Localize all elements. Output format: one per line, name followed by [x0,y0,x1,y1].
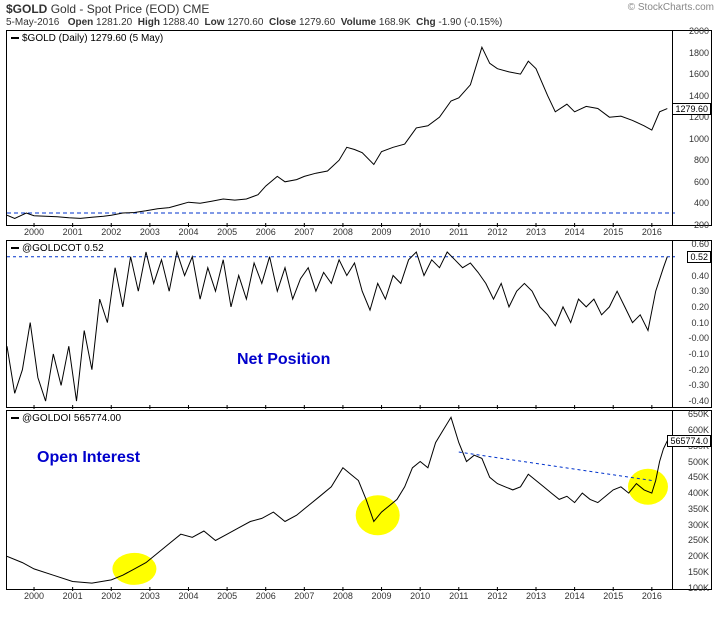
ytick-label: 1600 [689,69,709,79]
panel-title: $GOLD (Daily) 1279.60 (5 May) [11,33,163,44]
xtick-label: 2000 [24,591,44,601]
ytick-label: -0.10 [688,349,709,359]
xtick-label: 2007 [294,591,314,601]
close-label: Close [269,17,296,28]
xtick-label: 2003 [140,227,160,237]
ytick-label: -0.00 [688,333,709,343]
xtick-label: 2006 [256,227,276,237]
ytick-label: 400 [694,198,709,208]
high-label: High [138,17,160,28]
xtick-label: 2001 [63,227,83,237]
xtick-label: 2002 [101,227,121,237]
xtick-label: 2008 [333,591,353,601]
xtick-label: 2007 [294,227,314,237]
ytick-label: 600 [694,177,709,187]
ytick-label: 450K [688,472,709,482]
ytick-label: 500K [688,457,709,467]
xtick-label: 2010 [410,591,430,601]
ytick-label: 600K [688,425,709,435]
xtick-label: 2005 [217,591,237,601]
ytick-label: 650K [688,409,709,419]
xtick-label: 2009 [372,227,392,237]
xtick-label: 2016 [642,227,662,237]
panel-title: @GOLDOI 565774.00 [11,413,121,424]
xtick-label: 2004 [178,227,198,237]
oi-panel: 100K150K200K250K300K350K400K450K500K550K… [6,410,712,590]
xtick-label: 2002 [101,591,121,601]
ytick-label: 400K [688,488,709,498]
xtick-label: 2015 [603,227,623,237]
xtick-label: 2006 [256,591,276,601]
ytick-label: 0.30 [691,286,709,296]
chart-container: $GOLD Gold - Spot Price (EOD) CME © Stoc… [0,0,720,617]
xtick-label: 2005 [217,227,237,237]
xtick-label: 2001 [63,591,83,601]
ytick-label: 0.10 [691,318,709,328]
ytick-label: 100K [688,583,709,593]
ytick-label: -0.40 [688,396,709,406]
xtick-label: 2014 [565,591,585,601]
open-label: Open [68,17,94,28]
ytick-label: 200K [688,551,709,561]
xtick-label: 2010 [410,227,430,237]
annotation-label: Net Position [237,351,330,369]
ytick-label: 350K [688,504,709,514]
ticker-symbol: $GOLD [6,2,47,16]
close-value: 1279.60 [299,17,335,28]
xtick-label: 2013 [526,591,546,601]
xtick-label: 2013 [526,227,546,237]
vol-value: 168.9K [379,17,411,28]
low-label: Low [204,17,224,28]
chg-value: -1.90 (-0.15%) [438,17,502,28]
ytick-label: -0.20 [688,365,709,375]
xtick-label: 2011 [449,591,468,601]
date: 5-May-2016 [6,17,59,28]
ytick-label: -0.30 [688,380,709,390]
ytick-label: 1800 [689,48,709,58]
price-panel: 200400600800100012001400160018002000$GOL… [6,30,712,226]
high-value: 1288.40 [163,17,199,28]
ytick-label: 1400 [689,91,709,101]
ticker-desc: Gold - Spot Price (EOD) [51,2,180,16]
ytick-label: 0.20 [691,302,709,312]
xtick-label: 2011 [449,227,468,237]
value-callout: 565774.0 [667,435,711,447]
chart-header: $GOLD Gold - Spot Price (EOD) CME [6,2,209,16]
xtick-label: 2008 [333,227,353,237]
low-value: 1270.60 [227,17,263,28]
ytick-label: 1000 [689,134,709,144]
xtick-label: 2000 [24,227,44,237]
ytick-label: 300K [688,520,709,530]
ytick-label: 250K [688,535,709,545]
vol-label: Volume [341,17,376,28]
attribution: © StockCharts.com [628,2,714,13]
xtick-label: 2016 [642,591,662,601]
panel-title: @GOLDCOT 0.52 [11,243,104,254]
xtick-label: 2014 [565,227,585,237]
xtick-label: 2015 [603,591,623,601]
ytick-label: 0.40 [691,271,709,281]
xtick-label: 2012 [487,591,507,601]
chg-label: Chg [416,17,435,28]
ytick-label: 2000 [689,26,709,36]
ytick-label: 150K [688,567,709,577]
ytick-label: 800 [694,155,709,165]
ytick-label: 0.60 [691,239,709,249]
value-callout: 0.52 [687,251,711,263]
value-callout: 1279.60 [672,103,711,115]
cot-panel: -0.40 -0.30 -0.20 -0.10 -0.00 0.10 0.20 0.30 0.4… [6,240,712,408]
annotation-label: Open Interest [37,449,140,467]
xtick-label: 2012 [487,227,507,237]
ytick-label: 200 [694,220,709,230]
ohlc-row: 5-May-2016 Open 1281.20 High 1288.40 Low… [6,17,502,28]
xtick-label: 2003 [140,591,160,601]
open-value: 1281.20 [96,17,132,28]
xtick-label: 2009 [372,591,392,601]
exchange: CME [183,2,210,16]
xtick-label: 2004 [178,591,198,601]
